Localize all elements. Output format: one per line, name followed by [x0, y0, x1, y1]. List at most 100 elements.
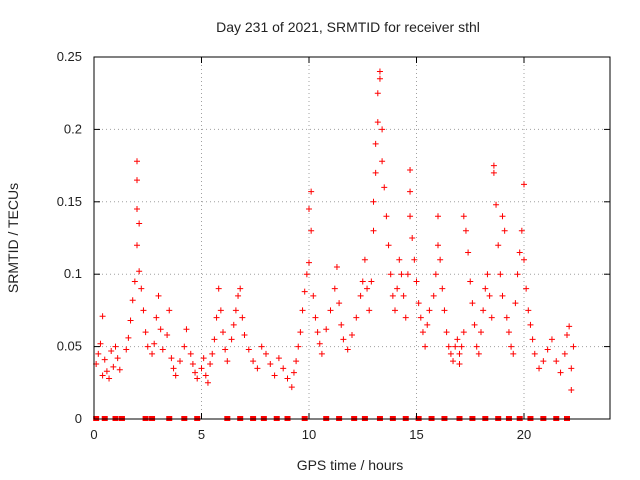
data-point — [407, 188, 414, 195]
data-point — [482, 285, 489, 292]
data-point — [521, 181, 527, 188]
data-point — [301, 288, 308, 295]
data-point — [376, 68, 383, 75]
data-point — [383, 213, 390, 220]
data-point — [134, 242, 140, 249]
data-point — [447, 350, 454, 357]
data-point — [245, 346, 252, 353]
data-point — [443, 329, 450, 336]
data-point — [235, 292, 242, 299]
data-point — [288, 384, 295, 391]
y-tick-label: 0.1 — [64, 266, 82, 281]
data-point — [308, 227, 315, 234]
data-point — [258, 343, 265, 350]
data-point — [364, 285, 371, 292]
data-point — [490, 162, 497, 169]
data-point — [426, 307, 433, 314]
data-point — [394, 285, 401, 292]
data-point — [536, 365, 543, 372]
data-point — [138, 285, 145, 292]
data-point — [422, 343, 429, 350]
data-point — [400, 292, 407, 299]
data-point — [97, 340, 104, 347]
data-point — [310, 292, 317, 299]
data-point — [441, 307, 448, 314]
data-point — [349, 332, 355, 339]
data-point — [531, 350, 538, 357]
chart-title: Day 231 of 2021, SRMTID for receiver sth… — [216, 19, 480, 35]
data-point — [361, 256, 368, 263]
data-point — [415, 300, 422, 307]
data-point — [142, 329, 149, 336]
data-point — [131, 278, 138, 285]
data-point — [106, 375, 113, 382]
data-point — [471, 321, 478, 328]
data-point — [327, 307, 334, 314]
data-point — [333, 263, 340, 270]
data-point — [303, 271, 310, 278]
data-point — [370, 198, 377, 205]
data-point — [280, 365, 287, 372]
data-point — [480, 307, 487, 314]
data-point — [181, 343, 188, 350]
data-point — [561, 350, 568, 357]
data-point — [177, 358, 183, 365]
data-point — [144, 343, 151, 350]
data-point — [241, 332, 248, 339]
data-point — [435, 213, 441, 220]
data-point — [527, 321, 534, 328]
data-point — [164, 332, 171, 339]
data-point — [529, 336, 536, 343]
x-tick-label: 20 — [517, 427, 531, 442]
data-point — [398, 271, 405, 278]
data-point — [271, 372, 278, 379]
data-point — [314, 329, 321, 336]
data-point — [510, 350, 517, 357]
x-tick-label: 15 — [409, 427, 423, 442]
data-point — [478, 329, 484, 336]
data-point — [467, 278, 474, 285]
data-point — [166, 307, 173, 314]
data-point — [267, 360, 274, 367]
data-point — [136, 220, 143, 227]
data-point — [417, 314, 424, 321]
data-point — [456, 350, 463, 357]
data-point — [518, 227, 525, 234]
data-point — [275, 355, 282, 362]
data-point — [508, 343, 515, 350]
data-point — [566, 323, 573, 330]
data-point — [250, 358, 257, 365]
data-point — [239, 314, 246, 321]
data-point — [217, 307, 224, 314]
data-point — [213, 314, 220, 321]
data-point — [110, 363, 117, 370]
y-axis-label: SRMTID / TECUs — [5, 183, 21, 293]
data-point — [209, 350, 216, 357]
data-point — [293, 358, 300, 365]
data-point — [374, 90, 381, 97]
data-point — [548, 336, 555, 343]
data-point — [366, 307, 373, 314]
data-point — [379, 126, 386, 133]
data-point — [514, 271, 521, 278]
data-point — [211, 336, 218, 343]
data-point — [368, 278, 375, 285]
data-point — [430, 292, 437, 299]
data-point — [224, 358, 231, 365]
data-point — [312, 314, 319, 321]
data-point — [525, 307, 532, 314]
axis-ticks: 0 5 10 15 20 0 0.05 0.1 0.15 0.2 0.25 — [57, 49, 610, 442]
data-point — [155, 292, 162, 299]
data-point — [462, 227, 469, 234]
x-tick-label: 5 — [198, 427, 205, 442]
data-point — [318, 350, 325, 357]
data-point — [353, 314, 360, 321]
data-point — [456, 360, 463, 367]
data-point — [499, 292, 506, 299]
data-point — [254, 365, 261, 372]
data-point — [452, 343, 459, 350]
data-point — [499, 213, 506, 220]
data-point — [469, 300, 476, 307]
data-point — [370, 227, 377, 234]
data-point — [194, 375, 201, 382]
